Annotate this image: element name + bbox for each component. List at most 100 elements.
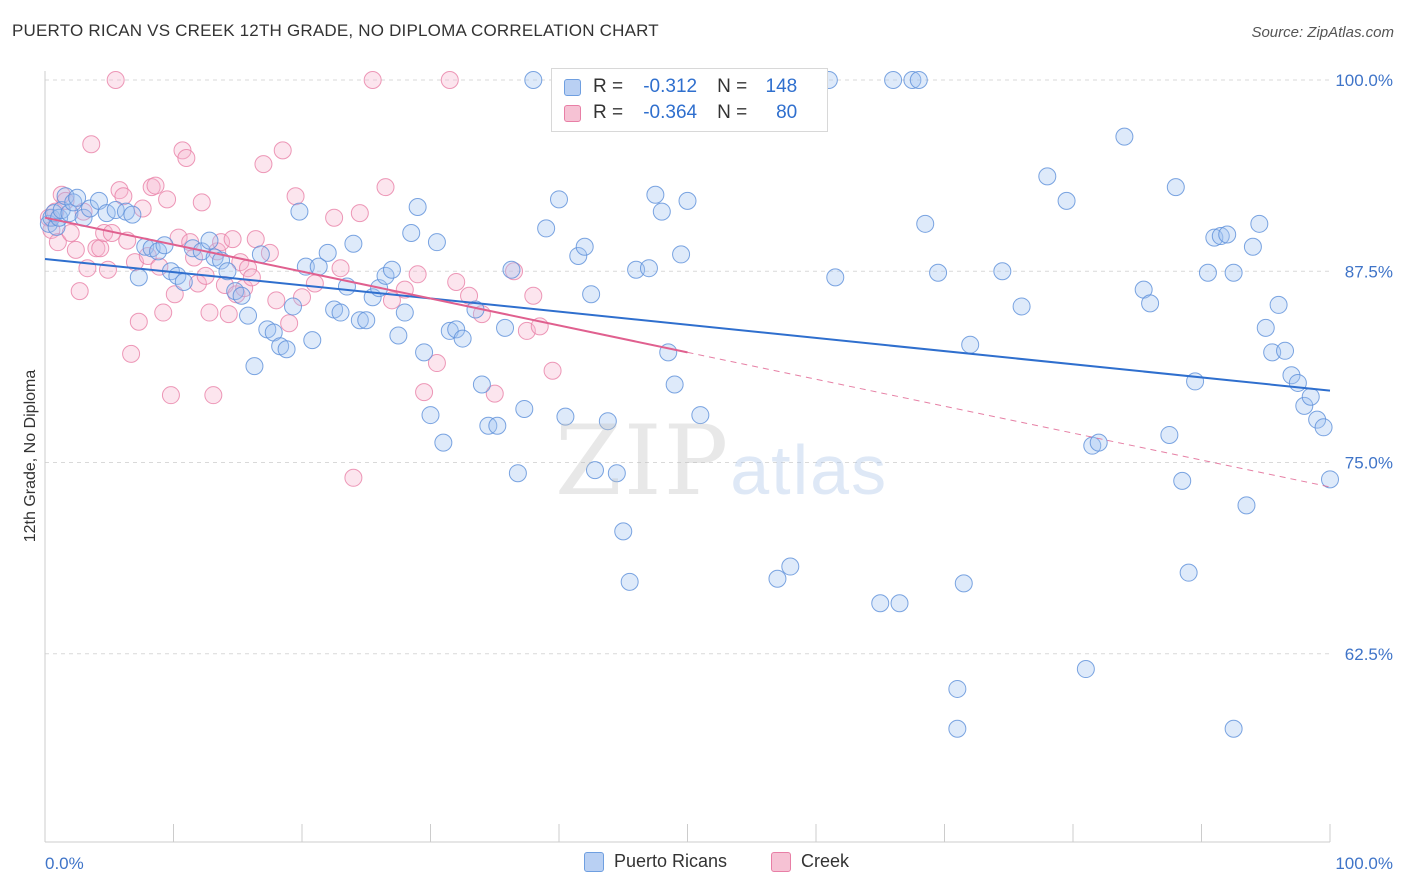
puerto-rican-point <box>620 572 639 591</box>
creek-point <box>415 383 434 402</box>
puerto-rican-point <box>890 594 909 613</box>
source-label: Source: ZipAtlas.com <box>1251 24 1394 41</box>
creek-point <box>56 191 75 210</box>
y-axis-title: 12th Grade, No Diploma <box>22 369 39 543</box>
puerto-rican-point <box>1250 214 1269 233</box>
puerto-rican-point <box>627 260 646 279</box>
creek-point <box>363 71 382 89</box>
puerto-rican-point <box>871 594 890 613</box>
creek-point <box>66 240 85 259</box>
creek-point <box>106 71 125 89</box>
puerto-rican-point <box>1256 318 1275 337</box>
puerto-rican-point <box>948 679 967 698</box>
puerto-rican-point <box>582 285 601 304</box>
watermark: ZIPatlas <box>555 405 888 517</box>
puerto-rican-point <box>80 199 99 218</box>
puerto-rican-point <box>614 522 633 541</box>
puerto-rican-point <box>826 268 845 287</box>
creek-point <box>293 288 311 307</box>
puerto-rican-point <box>60 204 79 223</box>
puerto-rican-point <box>389 326 408 345</box>
puerto-rican-point <box>284 297 303 316</box>
puerto-rican-point <box>502 260 521 279</box>
puerto-rican-point <box>1173 471 1192 490</box>
puerto-rican-point <box>1038 167 1057 186</box>
puerto-rican-point <box>1301 387 1320 406</box>
puerto-rican-point <box>550 190 568 209</box>
puerto-rican-point <box>1308 410 1327 429</box>
legend-swatch-puerto-ricans <box>584 851 604 872</box>
n-value: 148 <box>765 76 798 97</box>
puerto-rican-point <box>1115 127 1134 146</box>
puerto-rican-point <box>929 263 948 282</box>
puerto-rican-point <box>1089 433 1108 452</box>
creek-point <box>242 268 261 287</box>
puerto-rican-trend-line <box>44 258 1331 392</box>
creek-point <box>376 178 395 197</box>
creek-point <box>524 286 543 305</box>
creek-point <box>331 259 350 278</box>
puerto-rican-point <box>903 71 922 89</box>
r-value: -0.364 <box>643 102 698 123</box>
creek-point <box>273 141 292 160</box>
creek-point <box>192 193 211 212</box>
puerto-rican-point <box>1160 425 1179 444</box>
chart-title: PUERTO RICAN VS CREEK 12TH GRADE, NO DIP… <box>12 21 659 40</box>
creek-point <box>427 354 446 373</box>
puerto-rican-point <box>421 406 440 425</box>
creek-point <box>212 233 231 252</box>
creek-point <box>146 176 165 195</box>
puerto-rican-point <box>1295 396 1314 415</box>
creek-point <box>122 344 141 363</box>
creek-point <box>286 187 305 206</box>
puerto-rican-point <box>948 719 967 738</box>
puerto-rican-point <box>453 329 472 348</box>
creek-point <box>440 71 459 89</box>
puerto-rican-point <box>155 236 174 255</box>
puerto-rican-point <box>537 219 556 238</box>
puerto-rican-point <box>768 569 787 588</box>
y-tick-label: 100.0% <box>1335 71 1393 90</box>
puerto-rican-point <box>344 234 363 253</box>
r-label: R = <box>593 102 624 123</box>
creek-point <box>280 314 299 333</box>
puerto-rican-point <box>303 331 322 350</box>
puerto-rican-point <box>909 71 928 89</box>
puerto-rican-point <box>569 246 588 265</box>
puerto-rican-point <box>129 268 148 287</box>
puerto-rican-point <box>415 343 434 362</box>
puerto-rican-point <box>1057 191 1076 210</box>
creek-point <box>305 274 324 293</box>
legend-item-creek: Creek <box>771 851 849 872</box>
puerto-rican-point <box>884 71 903 89</box>
creek-point <box>98 260 117 279</box>
creek-point <box>154 303 173 322</box>
y-tick-label: 62.5% <box>1345 645 1393 664</box>
puerto-rican-point <box>232 286 251 305</box>
puerto-rican-point <box>239 306 258 325</box>
puerto-rican-point <box>1263 343 1282 362</box>
stats-row-creek: R = -0.364 N = 80 <box>564 101 797 125</box>
puerto-rican-point <box>434 433 453 452</box>
puerto-rican-point <box>665 375 684 394</box>
creek-point <box>447 272 466 291</box>
puerto-rican-point <box>277 340 296 359</box>
creek-point <box>350 204 369 223</box>
puerto-rican-point <box>1282 366 1301 385</box>
puerto-rican-point <box>331 303 350 322</box>
puerto-rican-point <box>652 202 671 221</box>
puerto-rican-point <box>639 259 658 278</box>
creek-point <box>82 135 101 154</box>
puerto-rican-point <box>395 303 414 322</box>
puerto-rican-point <box>226 282 245 301</box>
puerto-rican-point <box>1076 660 1095 679</box>
puerto-rican-point <box>200 231 219 250</box>
puerto-rican-point <box>496 318 515 337</box>
n-label: N = <box>717 102 748 123</box>
creek-point <box>165 285 184 304</box>
legend-swatch-creek <box>771 851 791 872</box>
puerto-rican-point <box>508 464 527 483</box>
puerto-rican-point <box>472 375 491 394</box>
r-label: R = <box>593 76 624 97</box>
